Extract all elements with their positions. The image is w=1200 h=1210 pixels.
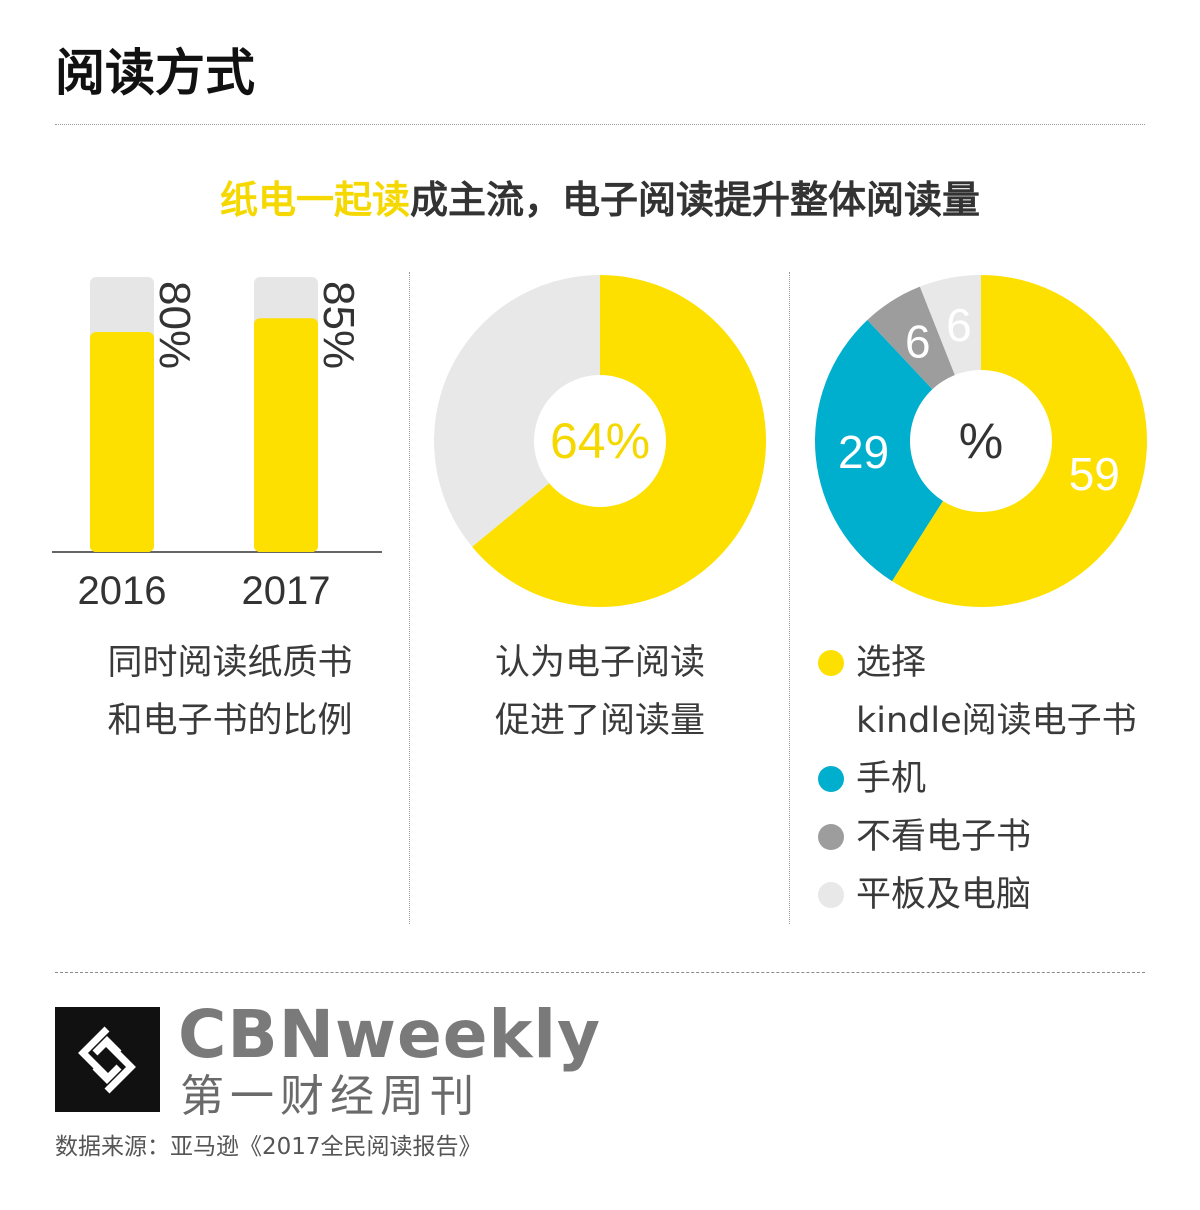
legend-item-tablet-pc: 平板及电脑 bbox=[818, 866, 1137, 924]
donut-slice bbox=[919, 275, 981, 375]
donut-center-label: % bbox=[959, 413, 1003, 469]
donut-chart-reading-device: 59 29 6 6% bbox=[814, 275, 1147, 607]
cbn-logo-icon bbox=[55, 1007, 160, 1112]
legend-dot-icon bbox=[818, 824, 844, 850]
bar-caption-line-2: 和电子书的比例 bbox=[107, 701, 353, 741]
donut-1-caption: 认为电子阅读 促进了阅读量 bbox=[412, 634, 788, 750]
legend-label: 选择 kindle阅读电子书 bbox=[856, 643, 1137, 741]
donut-2-legend: 选择 kindle阅读电子书 手机 不看电子书 平板及电脑 bbox=[818, 634, 1137, 924]
legend-dot-icon bbox=[818, 882, 844, 908]
donut-slice bbox=[892, 275, 1147, 607]
legend-dot-icon bbox=[818, 650, 844, 676]
donut-slice-label: 29 bbox=[838, 426, 889, 478]
donut-1-caption-line-2: 促进了阅读量 bbox=[494, 701, 705, 741]
donut-slice bbox=[472, 275, 766, 607]
donut-slice-label: 59 bbox=[1069, 448, 1120, 500]
headline-highlight: 纸电一起读 bbox=[219, 178, 410, 222]
legend-dot-icon bbox=[818, 766, 844, 792]
donut-center-label: 64% bbox=[550, 413, 650, 469]
panel-divider-1 bbox=[409, 272, 410, 924]
donut-slice-label: 6 bbox=[905, 315, 931, 367]
title-divider bbox=[55, 124, 1145, 125]
brand-name-en: CBNweekly bbox=[178, 996, 602, 1073]
headline: 纸电一起读成主流，电子阅读提升整体阅读量 bbox=[0, 172, 1200, 228]
donut-1-caption-line-1: 认为电子阅读 bbox=[494, 643, 705, 683]
bar-category-label: 2017 bbox=[242, 569, 331, 613]
footer-divider bbox=[55, 972, 1145, 973]
legend-label: 平板及电脑 bbox=[856, 875, 1032, 915]
charts-canvas: 80% 2016 85% 2017 64% 59 29 6 6% bbox=[52, 275, 1147, 613]
bar-chart-caption: 同时阅读纸质书 和电子书的比例 bbox=[52, 634, 408, 750]
bar-category-label: 2016 bbox=[78, 569, 167, 613]
donut-chart-reading-boost: 64% bbox=[433, 275, 766, 607]
bar-2017 bbox=[254, 318, 318, 552]
panel-divider-2 bbox=[789, 272, 790, 924]
bar-caption-line-1: 同时阅读纸质书 bbox=[107, 643, 353, 683]
legend-item-no-ebook: 不看电子书 bbox=[818, 808, 1137, 866]
legend-item-kindle: 选择 kindle阅读电子书 bbox=[818, 634, 1137, 750]
legend-label: 手机 bbox=[856, 759, 927, 799]
donut-slice bbox=[814, 319, 943, 582]
bar-2016 bbox=[90, 332, 154, 552]
data-source: 数据来源：亚马逊《2017全民阅读报告》 bbox=[55, 1134, 482, 1160]
headline-rest: 成主流，电子阅读提升整体阅读量 bbox=[410, 178, 981, 222]
bar-value-label: 80% bbox=[150, 281, 199, 369]
brand-name-cn: 第一财经周刊 bbox=[180, 1071, 480, 1122]
page-title: 阅读方式 bbox=[55, 44, 255, 102]
legend-item-phone: 手机 bbox=[818, 750, 1137, 808]
legend-label: 不看电子书 bbox=[856, 817, 1032, 857]
donut-slice bbox=[867, 286, 955, 390]
bar-value-label: 85% bbox=[314, 281, 363, 369]
bar-chart: 80% 2016 85% 2017 bbox=[52, 277, 382, 613]
donut-slice-label: 6 bbox=[946, 299, 972, 351]
donut-slice bbox=[433, 275, 600, 547]
